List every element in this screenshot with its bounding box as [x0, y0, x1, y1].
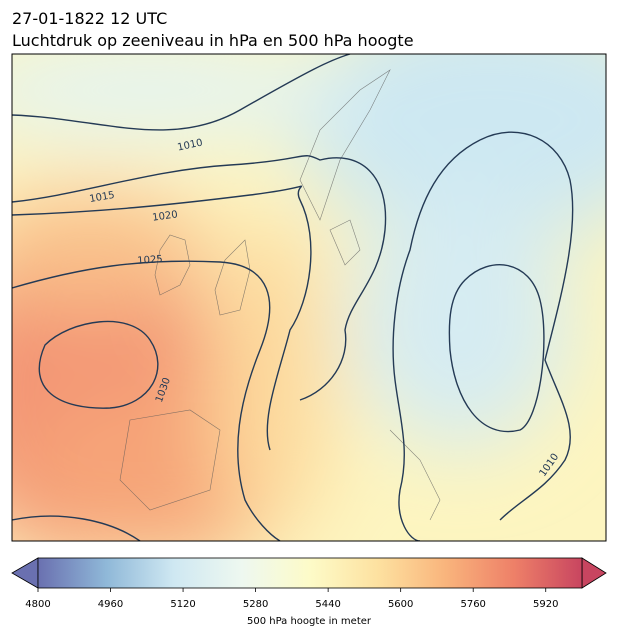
colorbar-tick-label: 4960 — [98, 599, 123, 610]
colorbar: 4800 4960 5120 5280 5440 5600 5760 5920 — [11, 557, 607, 610]
colorbar-tick-label: 5920 — [533, 599, 558, 610]
colorbar-tick-label: 5120 — [170, 599, 195, 610]
subtitle: Luchtdruk op zeeniveau in hPa en 500 hPa… — [12, 31, 414, 50]
colorbar-extend-low — [11, 557, 39, 589]
colorbar-bar — [37, 557, 583, 589]
colorbar-tick-label: 4800 — [25, 599, 50, 610]
isobar-label: 1010 — [177, 137, 204, 153]
isobar-label: 1025 — [137, 254, 163, 267]
map — [12, 54, 606, 541]
isobar-label: 1020 — [152, 209, 179, 223]
colorbar-extend-high — [581, 557, 607, 589]
title: 27-01-1822 12 UTC — [12, 9, 167, 28]
isobar-label: 1015 — [89, 190, 116, 205]
colorbar-tick-label: 5440 — [315, 599, 340, 610]
map-frame — [11, 53, 607, 542]
colorbar-tick-label: 5600 — [388, 599, 413, 610]
colorbar-tick-label: 5280 — [243, 599, 268, 610]
colorbar-tick-label: 5760 — [460, 599, 485, 610]
colorbar-label: 500 hPa hoogte in meter — [247, 616, 372, 627]
